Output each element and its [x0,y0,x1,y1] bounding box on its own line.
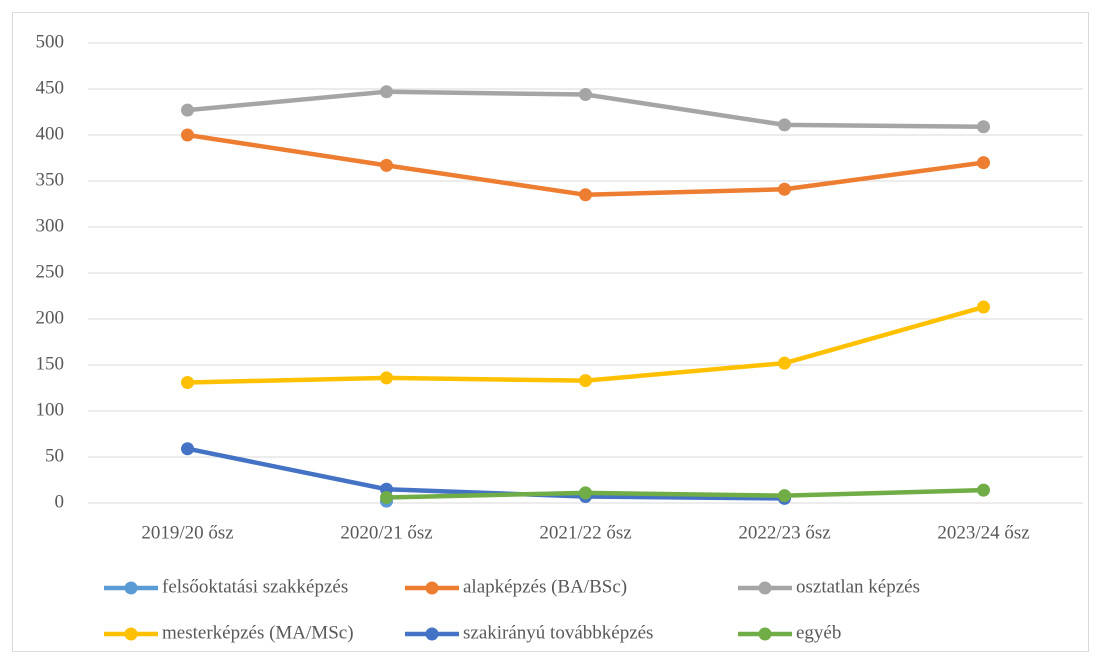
point [380,158,393,172]
y-tick-label: 500 [36,31,65,52]
y-tick-label: 400 [36,123,65,144]
point [579,188,592,202]
point [778,118,791,132]
x-tick-label: 2020/21 ősz [340,522,432,543]
legend-label: felsőoktatási szakképzés [162,576,348,597]
y-tick-label: 350 [36,169,65,190]
legend-marker [758,581,772,595]
legend-label: egyéb [796,622,841,643]
legend-label: szakirányú továbbképzés [463,622,653,643]
point [181,442,194,456]
x-tick-label: 2019/20 ősz [141,522,233,543]
legend-label: alapképzés (BA/BSc) [463,576,627,597]
point [380,85,393,99]
point [181,375,194,389]
point [579,374,592,388]
series-line [185,446,787,501]
point [579,88,592,102]
series-line [384,487,986,500]
x-tick-label: 2021/22 ősz [539,522,631,543]
x-tick-label: 2022/23 ősz [738,522,830,543]
point [977,300,990,314]
legend-marker [425,581,439,595]
legend-marker [124,581,138,595]
point [181,103,194,117]
legend-label: mesterképzés (MA/MSc) [162,622,354,643]
point [380,490,393,504]
point [579,486,592,500]
y-tick-label: 0 [55,491,65,512]
y-tick-label: 150 [36,353,65,374]
y-tick-label: 250 [36,261,65,282]
point [778,182,791,196]
legend-marker [758,627,772,641]
point [977,483,990,497]
point [977,156,990,170]
legend-label: osztatlan képzés [796,576,920,597]
y-tick-label: 50 [45,445,64,466]
x-tick-label: 2023/24 ősz [937,522,1029,543]
point [778,356,791,370]
point [181,128,194,142]
point [977,120,990,134]
legend-marker [124,627,138,641]
point [380,371,393,385]
y-tick-label: 450 [36,77,65,98]
y-tick-label: 300 [36,215,65,236]
y-tick-label: 100 [36,399,65,420]
legend-marker [425,627,439,641]
chart-border [12,12,1089,652]
point [778,489,791,503]
y-tick-label: 200 [36,307,65,328]
